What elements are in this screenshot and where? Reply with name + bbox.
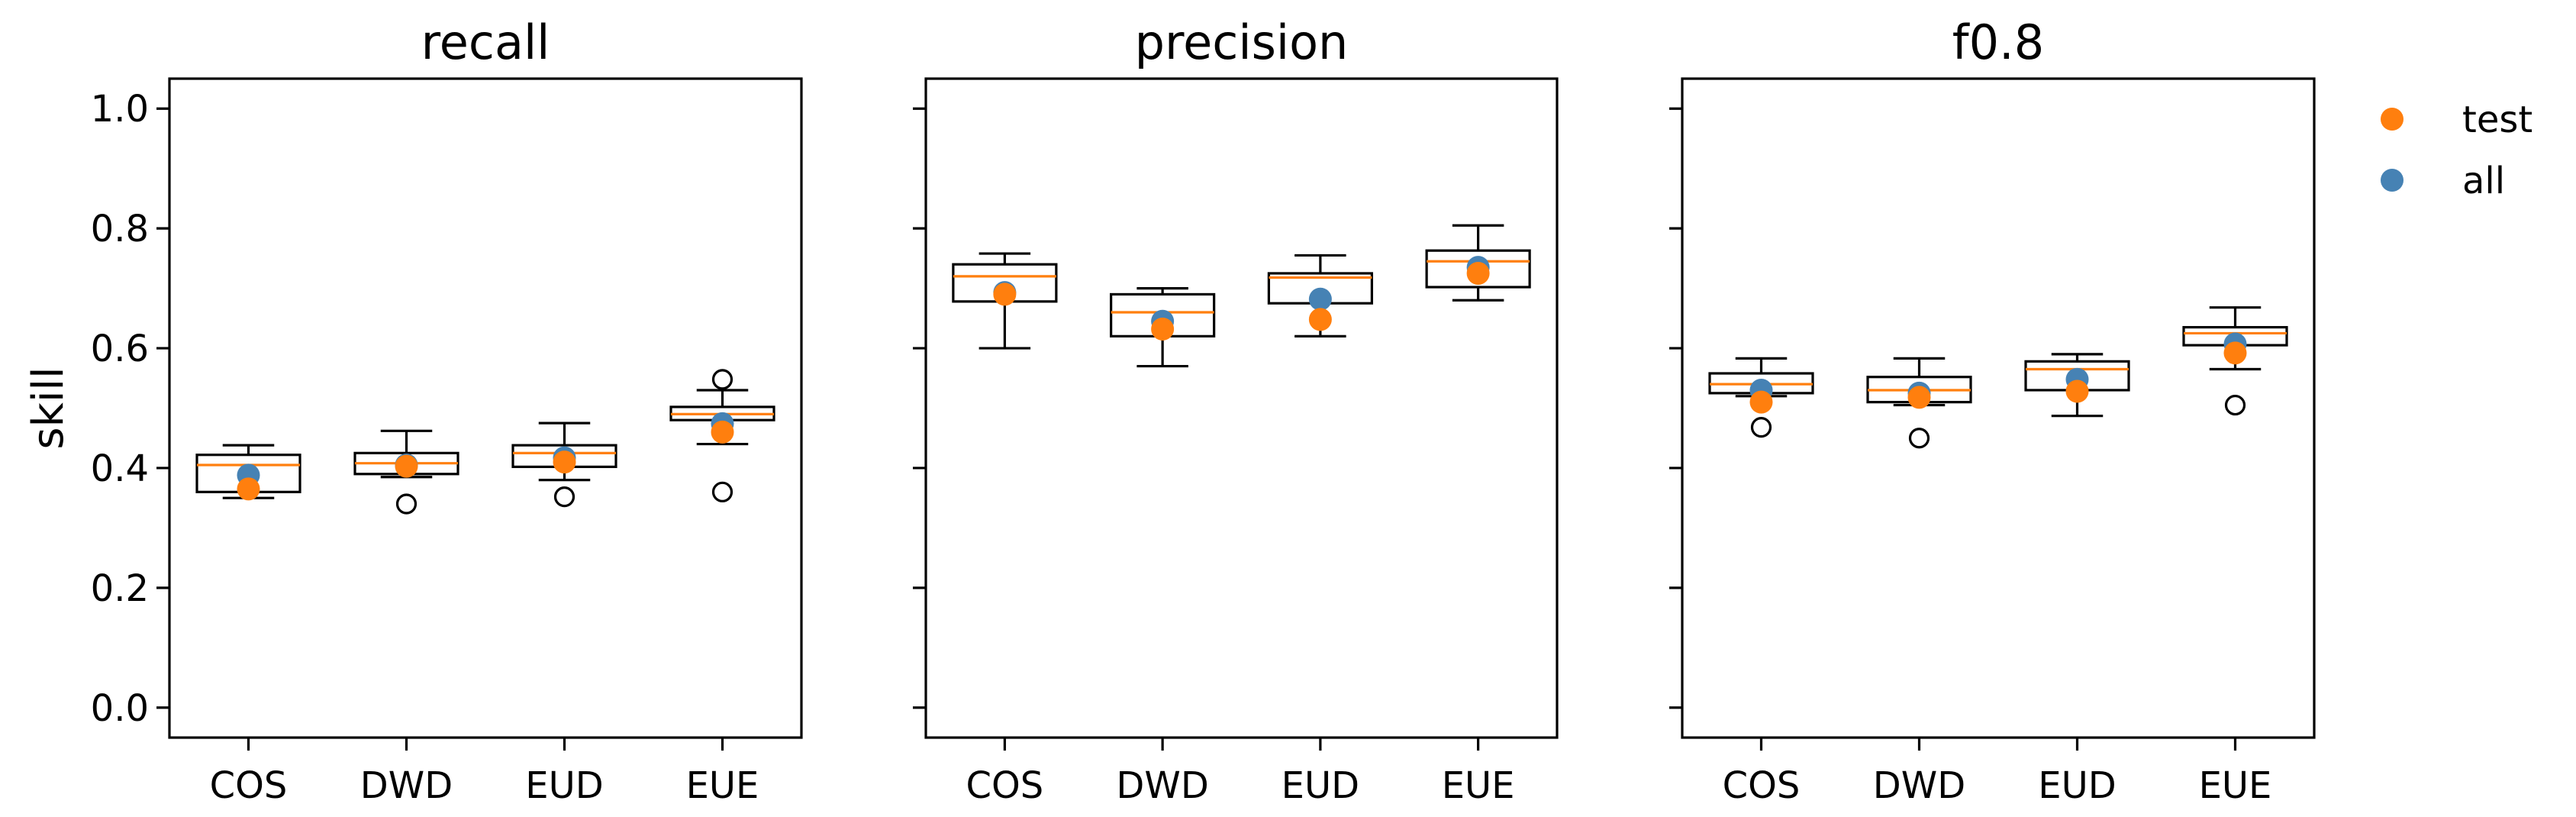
point-test	[711, 420, 734, 444]
point-test	[237, 477, 260, 501]
point-test	[2223, 341, 2247, 365]
outlier-point	[2224, 394, 2246, 416]
point-test	[1151, 317, 1175, 341]
legend-marker-all	[2381, 169, 2404, 192]
legend-label-all: all	[2462, 160, 2505, 202]
point-test	[993, 283, 1017, 306]
x-tick-label: EUE	[686, 764, 759, 807]
outlier-point	[711, 481, 733, 502]
y-axis-label: skill	[24, 367, 73, 449]
chart-title: recall	[421, 15, 550, 70]
outlier-point	[553, 486, 575, 508]
chart-panel-recall: recall 0.0 0.2 0.4 0.6 0.8 1.0 skill COS DWD EUD EU…	[24, 15, 803, 807]
legend: test all	[2381, 98, 2532, 202]
point-test	[1749, 390, 1773, 414]
x-tick-label: COS	[210, 764, 288, 807]
x-tick-label: COS	[1723, 764, 1801, 807]
x-tick-label: DWD	[1116, 764, 1208, 807]
outlier-point	[1750, 417, 1772, 438]
y-tick-label: 0.0	[91, 687, 149, 730]
x-tick-label: EUD	[1282, 764, 1359, 807]
point-test	[1466, 261, 1490, 285]
chart-title: f0.8	[1952, 15, 2044, 70]
point-test	[395, 454, 418, 478]
plot-frame	[168, 77, 803, 739]
x-tick-label: EUD	[525, 764, 603, 807]
x-tick-label: COS	[966, 764, 1043, 807]
box-body	[1425, 249, 1531, 289]
point-test	[2065, 379, 2089, 403]
y-tick-label: 0.2	[91, 567, 149, 610]
chart-title: precision	[1135, 15, 1349, 70]
point-test	[1907, 386, 1931, 409]
y-tick-label: 0.6	[91, 328, 149, 370]
outlier-point	[395, 493, 418, 515]
legend-marker-test	[2381, 108, 2404, 131]
chart-panel-precision: precision COS DWD EUD EUE	[913, 15, 1559, 807]
x-tick-label: EUD	[2038, 764, 2116, 807]
y-tick-label: 0.4	[91, 447, 149, 490]
x-tick-label: EUE	[2199, 764, 2272, 807]
plot-frame	[924, 77, 1559, 739]
x-tick-label: DWD	[360, 764, 453, 807]
point-all	[1308, 287, 1332, 311]
x-tick-label: EUE	[1442, 764, 1515, 807]
outlier-point	[1908, 428, 1930, 449]
chart-panel-f0-8: f0.8 COS DWD EUD EUE	[1669, 15, 2316, 807]
outlier-point	[711, 369, 733, 390]
y-tick-label: 0.8	[91, 208, 149, 250]
point-test	[553, 450, 576, 474]
plot-frame	[1681, 77, 2316, 739]
x-tick-label: DWD	[1873, 764, 1965, 807]
y-tick-label: 1.0	[91, 88, 149, 131]
legend-label-test: test	[2462, 98, 2532, 141]
point-test	[1308, 308, 1332, 331]
